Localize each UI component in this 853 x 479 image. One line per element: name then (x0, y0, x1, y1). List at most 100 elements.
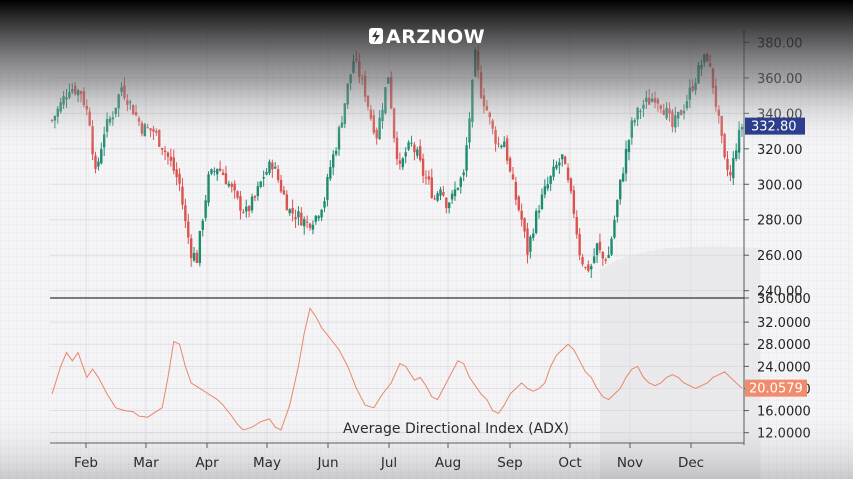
candle (555, 160, 558, 170)
candle-body (572, 190, 576, 214)
candle (198, 230, 202, 267)
candle-body (427, 176, 431, 180)
candle-body (610, 238, 613, 255)
candle (616, 199, 619, 223)
candle (184, 198, 187, 229)
candle-body (520, 210, 523, 220)
candle (549, 175, 552, 191)
candle-body (581, 257, 584, 265)
candle (256, 181, 260, 201)
candle (308, 222, 312, 231)
candle (262, 170, 265, 187)
candle-body (529, 236, 532, 252)
price-tick-label: 260.00 (757, 249, 803, 264)
candle-body (732, 157, 735, 179)
candle-body (285, 194, 289, 211)
candle-body (326, 176, 329, 200)
candle (204, 195, 207, 222)
candle (508, 156, 512, 173)
candle-body (523, 218, 526, 232)
candle-body (601, 251, 605, 259)
candle (514, 176, 518, 206)
candle (207, 171, 210, 207)
top-fade-overlay (0, 0, 853, 150)
candle-body (465, 145, 468, 171)
candle (250, 193, 254, 214)
candle (291, 199, 294, 222)
candle-body (291, 207, 294, 214)
candle-body (320, 209, 323, 218)
candle-body (607, 255, 610, 259)
candle-body (540, 194, 544, 209)
candle-body (268, 161, 271, 174)
candle (526, 222, 529, 264)
candle (329, 160, 332, 181)
candle (561, 154, 564, 167)
candle (729, 164, 732, 182)
candle-body (311, 224, 315, 230)
candle-body (242, 211, 245, 213)
candle-body (300, 212, 303, 226)
candle-body (735, 150, 738, 159)
candle-body (204, 200, 207, 218)
candle (247, 204, 251, 218)
candle-body (508, 158, 512, 172)
adx-badge-text: 20.0579 (749, 382, 803, 397)
candle-body (439, 189, 442, 196)
candle-body (418, 146, 422, 161)
candle (221, 169, 225, 176)
candle (436, 191, 439, 203)
candle (94, 151, 97, 174)
last-adx-badge: 20.0579 (745, 379, 807, 397)
candle-body (169, 156, 173, 161)
candle-body (332, 154, 335, 168)
candle (456, 187, 460, 191)
candle-body (303, 219, 306, 227)
candle-body (436, 193, 439, 201)
candle (523, 217, 526, 238)
candle (181, 178, 184, 210)
candle (314, 215, 318, 225)
candle (575, 210, 578, 239)
adx-badge-background (745, 379, 807, 397)
candle-body (566, 167, 570, 181)
candle (305, 215, 309, 229)
candle-body (216, 168, 219, 175)
candle-body (334, 150, 338, 155)
candle-body (218, 168, 222, 171)
candle-body (221, 172, 225, 175)
candle-body (546, 184, 549, 189)
candle-body (97, 161, 100, 167)
candle-body (94, 155, 97, 169)
bolt-glyph (372, 30, 380, 43)
candle-body (329, 167, 332, 179)
candle (227, 180, 231, 188)
price-badge-text: 332.80 (751, 120, 797, 135)
candle (317, 214, 320, 222)
candle (297, 206, 300, 226)
candle (442, 185, 445, 197)
candle-body (297, 211, 300, 218)
candle (210, 168, 213, 176)
candle-body (561, 154, 564, 160)
candle-body (233, 183, 236, 191)
candle-body (424, 177, 428, 179)
candle (201, 218, 204, 237)
candle (540, 188, 544, 211)
candle (424, 170, 428, 185)
price-tick-label: 240.00 (757, 285, 803, 300)
candle (279, 174, 283, 194)
last-price-badge: 332.80 (745, 117, 805, 135)
candle-body (453, 189, 457, 197)
bottom-fade-overlay (0, 410, 853, 479)
candle (300, 207, 303, 226)
candle-body (433, 198, 436, 200)
candle-body (195, 252, 199, 264)
candle-body (534, 211, 538, 234)
candle-body (555, 164, 558, 169)
candle-body (314, 215, 318, 222)
candle-body (210, 169, 213, 174)
candle (601, 251, 605, 267)
candle-body (416, 149, 419, 156)
